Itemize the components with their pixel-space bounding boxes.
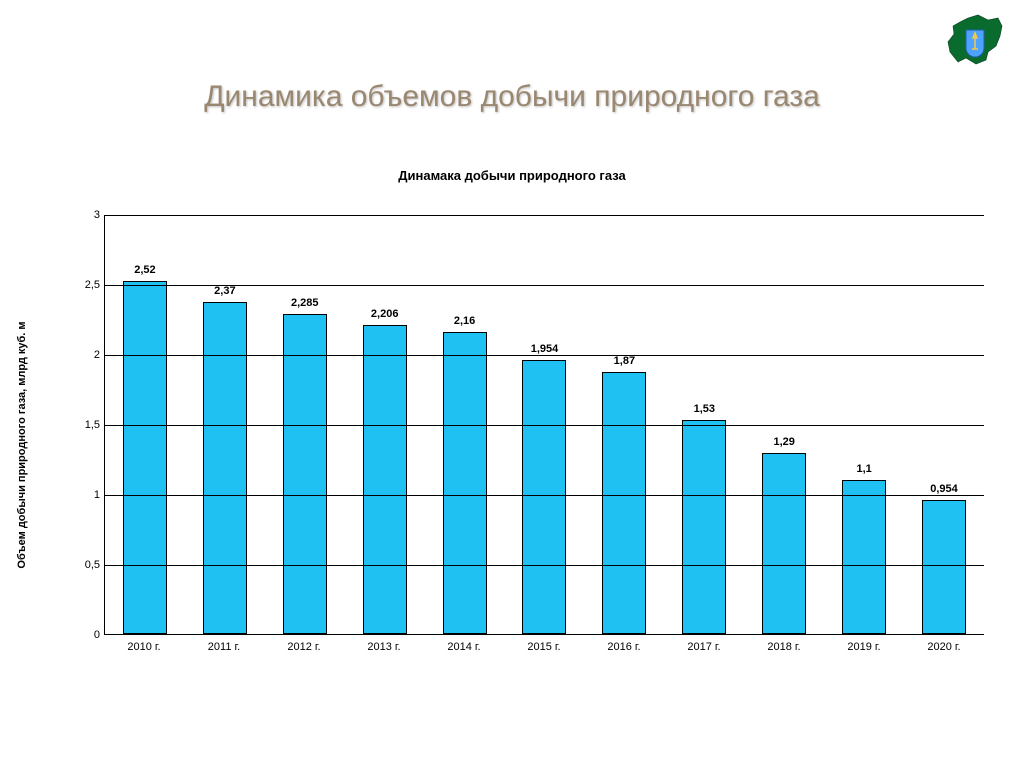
- y-tick-label: 0: [78, 629, 100, 641]
- grid-line: [105, 495, 984, 496]
- x-tick-label: 2010 г.: [104, 641, 184, 653]
- y-tick-label: 1,5: [78, 419, 100, 431]
- chart-title: Динамака добычи природного газа: [0, 168, 1024, 183]
- bar: 1,53: [682, 420, 726, 634]
- bar: 2,285: [283, 314, 327, 634]
- x-tick-label: 2020 г.: [904, 641, 984, 653]
- bar-value-label: 2,37: [214, 285, 235, 297]
- y-tick-label: 2,5: [78, 279, 100, 291]
- x-axis-labels: 2010 г.2011 г.2012 г.2013 г.2014 г.2015 …: [104, 641, 984, 653]
- bar-value-label: 2,52: [134, 264, 155, 276]
- bar-value-label: 1,53: [694, 403, 715, 415]
- bar-value-label: 1,1: [856, 463, 871, 475]
- bar: 2,206: [363, 325, 407, 634]
- x-tick-label: 2013 г.: [344, 641, 424, 653]
- slide: Динамика объемов добычи природного газа …: [0, 0, 1024, 768]
- bar: 2,52: [123, 281, 167, 634]
- chart-area: Объем добычи природного газа, млрд куб. …: [60, 215, 1000, 675]
- grid-line: [105, 285, 984, 286]
- grid-line: [105, 565, 984, 566]
- bar: 2,37: [203, 302, 247, 634]
- x-tick-label: 2011 г.: [184, 641, 264, 653]
- bar: 1,87: [602, 372, 646, 634]
- page-title: Динамика объемов добычи природного газа: [0, 80, 1024, 114]
- bar-value-label: 2,16: [454, 315, 475, 327]
- x-tick-label: 2012 г.: [264, 641, 344, 653]
- bar-value-label: 1,87: [614, 355, 635, 367]
- bar: 0,954: [922, 500, 966, 634]
- y-tick-label: 2: [78, 349, 100, 361]
- bar: 1,1: [842, 480, 886, 634]
- bar-value-label: 2,206: [371, 308, 399, 320]
- y-tick-label: 3: [78, 209, 100, 221]
- x-tick-label: 2016 г.: [584, 641, 664, 653]
- bar-value-label: 2,285: [291, 297, 319, 309]
- x-tick-label: 2014 г.: [424, 641, 504, 653]
- bar: 1,954: [522, 360, 566, 634]
- bar-value-label: 1,29: [773, 436, 794, 448]
- bar-value-label: 1,954: [531, 343, 559, 355]
- x-tick-label: 2017 г.: [664, 641, 744, 653]
- plot-region: 2,52 2,37 2,285 2,206 2,16 1,954 1,87 1,53 1,29 1…: [104, 215, 984, 635]
- y-tick-label: 1: [78, 489, 100, 501]
- grid-line: [105, 355, 984, 356]
- bar: 2,16: [443, 332, 487, 634]
- bar-value-label: 0,954: [930, 483, 958, 495]
- bar: 1,29: [762, 453, 806, 634]
- y-tick-label: 0,5: [78, 559, 100, 571]
- x-tick-label: 2015 г.: [504, 641, 584, 653]
- x-tick-label: 2018 г.: [744, 641, 824, 653]
- x-tick-label: 2019 г.: [824, 641, 904, 653]
- grid-line: [105, 215, 984, 216]
- y-axis-label: Объем добычи природного газа, млрд куб. …: [16, 321, 28, 568]
- region-logo-icon: [944, 12, 1006, 68]
- grid-line: [105, 425, 984, 426]
